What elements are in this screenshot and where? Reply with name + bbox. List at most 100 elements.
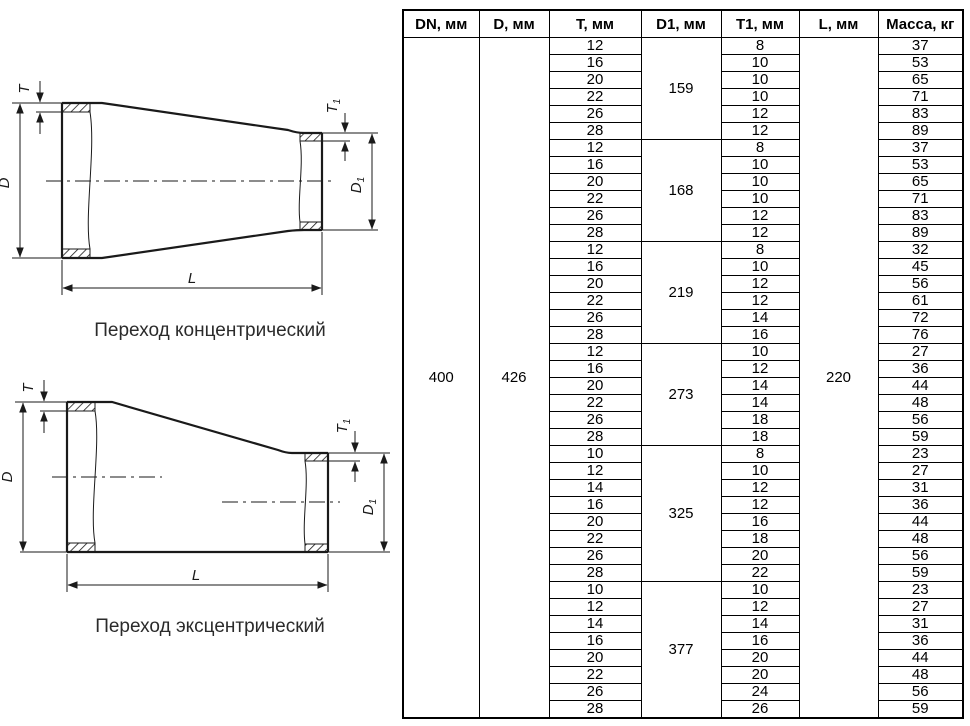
cell-t1: 10 [720,173,800,191]
cell-mass: 53 [877,54,964,72]
cell-d1-group: 273 [640,343,722,446]
table-row: 26 18 56 [403,411,964,429]
reducer-body [46,101,334,260]
cell-t1: 8 [720,139,800,157]
table-row: 22 10 71 [403,190,964,208]
cell-t1: 18 [720,530,800,548]
table-row: 20 20 44 [403,649,964,667]
cell-t: 28 [548,326,642,344]
cell-t1: 10 [720,462,800,480]
break-line [87,111,93,250]
cell-t: 26 [548,411,642,429]
cell-mass: 36 [877,496,964,514]
reducer-body [20,400,390,554]
bottom-outline [62,228,322,260]
dimension-l: L [66,554,329,592]
table-row: 20 12 56 [403,275,964,293]
col-header-mass: Масса, кг [877,9,964,38]
wall-section-hatch [299,221,323,231]
cell-t: 28 [548,122,642,140]
cell-mass: 44 [877,513,964,531]
table-row: 22 20 48 [403,666,964,684]
cell-t1: 10 [720,88,800,106]
dimension-d: D [0,102,62,259]
cell-mass: 53 [877,156,964,174]
cell-t1: 12 [720,122,800,140]
cell-t: 10 [548,581,642,599]
cell-t: 28 [548,428,642,446]
label-l: L [192,567,200,584]
cell-d: 426 [478,37,550,719]
table-row: 10 377 10 23 [403,581,964,719]
cell-t1: 12 [720,292,800,310]
cell-mass: 72 [877,309,964,327]
cell-l: 220 [798,37,879,719]
eccentric-caption: Переход эксцентрический [95,616,325,637]
label-t: T [20,382,37,393]
col-header-d1: D1, мм [640,9,722,38]
table-row: 28 16 76 [403,326,964,344]
table-row: 20 10 65 [403,173,964,191]
cell-mass: 59 [877,428,964,446]
cell-t: 28 [548,700,642,719]
cell-t: 26 [548,547,642,565]
dimension-d1: D1 [322,132,378,231]
cell-mass: 23 [877,581,964,599]
cell-t1: 24 [720,683,800,701]
table-row: 400 426 12 159 8 220 37 [402,37,964,719]
cell-mass: 61 [877,292,964,310]
cell-t: 26 [548,683,642,701]
cell-mass: 44 [877,649,964,667]
col-header-d: D, мм [478,9,550,38]
cell-t: 12 [548,598,642,616]
table-row: 16 16 36 [403,632,964,650]
cell-t: 22 [548,292,642,310]
cell-t1: 20 [720,666,800,684]
cell-mass: 83 [877,207,964,225]
cell-t1: 10 [720,54,800,72]
cell-mass: 31 [877,479,964,497]
label-d1: D1 [348,177,367,193]
cell-t: 14 [548,615,642,633]
cell-mass: 48 [877,666,964,684]
dimension-t1: T1 [322,99,350,161]
cell-mass: 59 [877,700,964,719]
cell-t1: 22 [720,564,800,582]
cell-mass: 27 [877,343,964,361]
cell-t1: 16 [720,513,800,531]
cell-mass: 56 [877,547,964,565]
table-row: 22 12 61 [403,292,964,310]
wall-section-hatch [61,102,91,113]
cell-t1: 12 [720,479,800,497]
table-row: 20 16 44 [403,513,964,531]
cell-t: 16 [548,54,642,72]
cell-mass: 31 [877,615,964,633]
cell-t: 22 [548,530,642,548]
label-l: L [188,270,196,287]
spec-table-container: DN, мм D, мм T, мм D1, мм T1, мм L, мм Масса, … [402,9,964,719]
cell-mass: 65 [877,71,964,89]
wall-section-hatch [66,542,96,553]
cell-d1-group: 377 [640,581,722,719]
cell-t1: 12 [720,360,800,378]
col-header-l: L, мм [798,9,879,38]
table-row: 28 18 59 [403,428,964,446]
cell-t1: 16 [720,326,800,344]
cell-t1: 8 [720,37,800,55]
cell-t1: 10 [720,258,800,276]
cell-d1-group: 325 [640,445,722,582]
break-line [303,460,307,545]
table-row: 20 10 65 [403,71,964,89]
cell-mass: 44 [877,377,964,395]
cell-t1: 20 [720,547,800,565]
dimension-d: D [0,401,67,552]
cell-t1: 20 [720,649,800,667]
cell-t1: 10 [720,190,800,208]
break-line [298,140,302,223]
cell-mass: 37 [877,139,964,157]
cell-mass: 59 [877,564,964,582]
cell-t1: 26 [720,700,800,719]
top-outline [62,101,322,135]
cell-t1: 10 [720,343,800,361]
cell-t: 20 [548,275,642,293]
